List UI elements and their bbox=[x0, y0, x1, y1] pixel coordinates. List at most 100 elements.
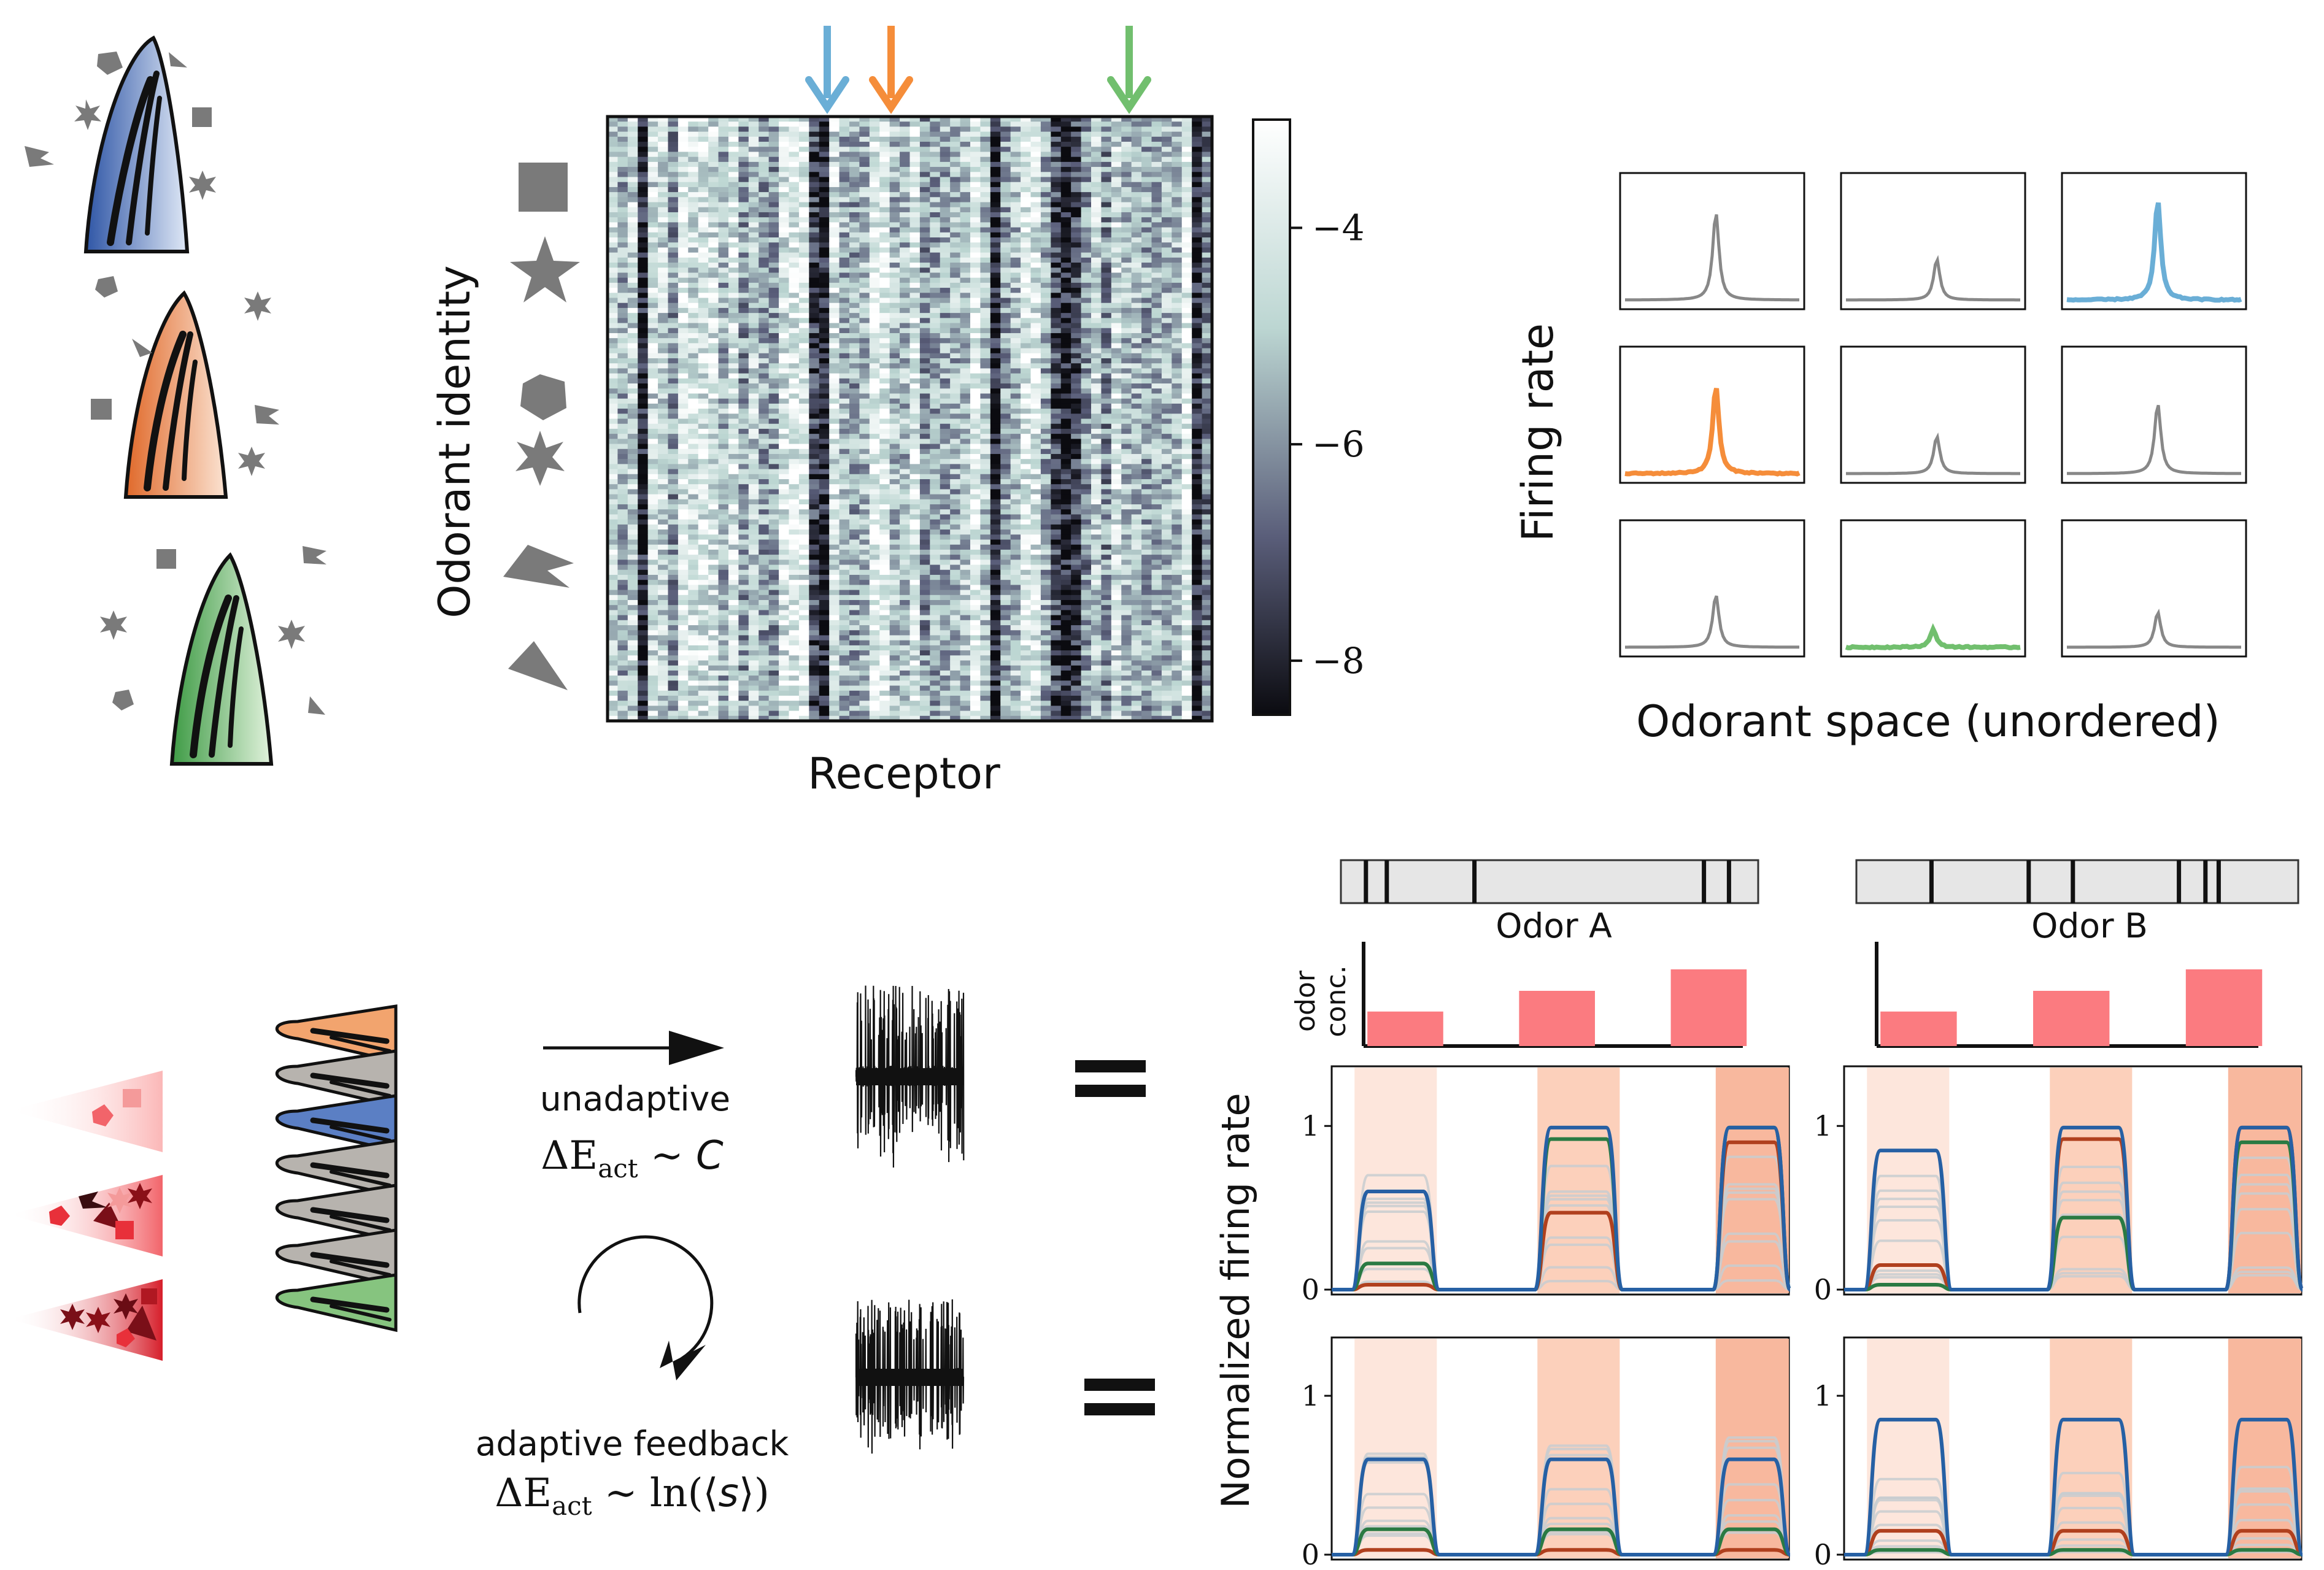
heatmap-cell bbox=[688, 277, 699, 283]
heatmap-cell bbox=[608, 544, 619, 550]
heatmap-cell bbox=[627, 453, 638, 460]
heatmap-cell bbox=[1021, 453, 1032, 460]
heatmap-cell bbox=[638, 549, 649, 555]
heatmap-cell bbox=[748, 126, 759, 133]
heatmap-cell bbox=[608, 282, 619, 288]
heatmap-cell bbox=[879, 247, 890, 253]
heatmap-cell bbox=[1010, 147, 1021, 153]
heatmap-cell bbox=[809, 569, 820, 575]
heatmap-cell bbox=[748, 363, 759, 369]
heatmap-cell bbox=[940, 428, 951, 434]
heatmap-cell bbox=[658, 307, 669, 314]
heatmap-cell bbox=[698, 564, 709, 571]
heatmap-cell bbox=[970, 635, 981, 641]
heatmap-cell bbox=[829, 448, 840, 455]
heatmap-cell bbox=[789, 156, 800, 163]
heatmap-cell bbox=[728, 675, 739, 681]
heatmap-cell bbox=[919, 544, 930, 550]
heatmap-cell bbox=[768, 318, 779, 324]
heatmap-cell bbox=[970, 519, 981, 525]
heatmap-cell bbox=[728, 318, 739, 324]
heatmap-cell bbox=[889, 680, 900, 687]
heatmap-cell bbox=[909, 307, 921, 314]
heatmap-cell bbox=[608, 484, 619, 490]
heatmap-cell bbox=[698, 690, 709, 696]
heatmap-cell bbox=[608, 670, 619, 676]
heatmap-cell bbox=[647, 197, 658, 203]
heatmap-cell bbox=[919, 524, 930, 530]
heatmap-cell bbox=[970, 187, 981, 193]
heatmap-cell bbox=[658, 630, 669, 636]
heatmap-cell bbox=[819, 232, 830, 238]
heatmap-cell bbox=[748, 277, 759, 283]
heatmap-cell bbox=[738, 564, 749, 571]
heatmap-cell bbox=[839, 560, 850, 566]
heatmap-cell bbox=[819, 423, 830, 429]
heatmap-cell bbox=[638, 197, 649, 203]
heatmap-cell bbox=[839, 333, 850, 339]
heatmap-cell bbox=[879, 539, 890, 545]
heatmap-cell bbox=[889, 489, 900, 495]
heatmap-cell bbox=[748, 585, 759, 591]
heatmap-cell bbox=[970, 227, 981, 233]
heatmap-cell bbox=[668, 580, 679, 585]
heatmap-cell bbox=[940, 207, 951, 213]
heatmap-cell bbox=[768, 172, 779, 178]
heatmap-cell bbox=[839, 212, 850, 218]
heatmap-cell bbox=[688, 534, 699, 541]
heatmap-cell bbox=[698, 706, 709, 712]
heatmap-cell bbox=[608, 434, 619, 439]
heatmap-cell bbox=[708, 202, 719, 208]
heatmap-cell bbox=[879, 615, 890, 621]
heatmap-cell bbox=[1021, 212, 1032, 218]
heatmap-cell bbox=[768, 590, 779, 596]
heatmap-cell bbox=[889, 529, 900, 535]
heatmap-cell bbox=[678, 555, 689, 560]
heatmap-cell bbox=[768, 418, 779, 425]
heatmap-cell bbox=[658, 152, 669, 158]
heatmap-cell bbox=[839, 580, 850, 585]
heatmap-cell bbox=[970, 504, 981, 510]
heatmap-cell bbox=[718, 368, 729, 374]
heatmap-cell bbox=[627, 690, 638, 696]
heatmap-cell bbox=[617, 701, 628, 706]
heatmap-cell bbox=[829, 358, 840, 364]
heatmap-cell bbox=[1000, 524, 1011, 530]
heatmap-cell bbox=[668, 620, 679, 626]
heatmap-cell bbox=[668, 459, 679, 464]
heatmap-cell bbox=[869, 484, 880, 490]
heatmap-cell bbox=[919, 434, 930, 439]
heatmap-cell bbox=[668, 560, 679, 566]
heatmap-cell bbox=[608, 595, 619, 601]
heatmap-cell bbox=[990, 590, 1001, 596]
heatmap-cell bbox=[1000, 282, 1011, 288]
heatmap-cell bbox=[718, 434, 729, 439]
heatmap-cell bbox=[688, 252, 699, 258]
heatmap-cell bbox=[859, 464, 870, 470]
heatmap-cell bbox=[798, 574, 809, 580]
heatmap-cell bbox=[688, 690, 699, 696]
heatmap-cell bbox=[688, 685, 699, 691]
heatmap-cell bbox=[627, 474, 638, 480]
heatmap-cell bbox=[738, 665, 749, 671]
heatmap-cell bbox=[708, 298, 719, 304]
heatmap-cell bbox=[940, 544, 951, 550]
heatmap-cell bbox=[698, 660, 709, 666]
heatmap-cell bbox=[728, 585, 739, 591]
heatmap-cell bbox=[869, 434, 880, 439]
heatmap-cell bbox=[859, 247, 870, 253]
heatmap-cell bbox=[779, 282, 790, 288]
heatmap-cell bbox=[940, 131, 951, 137]
heatmap-cell bbox=[809, 615, 820, 621]
heatmap-cell bbox=[980, 469, 991, 475]
heatmap-cell bbox=[638, 172, 649, 178]
heatmap-cell bbox=[940, 479, 951, 485]
heatmap-cell bbox=[668, 323, 679, 329]
heatmap-cell bbox=[1000, 569, 1011, 575]
heatmap-cell bbox=[919, 710, 930, 717]
heatmap-cell bbox=[960, 439, 971, 445]
heatmap-cell bbox=[718, 318, 729, 324]
heatmap-cell bbox=[698, 685, 709, 691]
heatmap-cell bbox=[859, 187, 870, 193]
heatmap-cell bbox=[798, 715, 809, 722]
